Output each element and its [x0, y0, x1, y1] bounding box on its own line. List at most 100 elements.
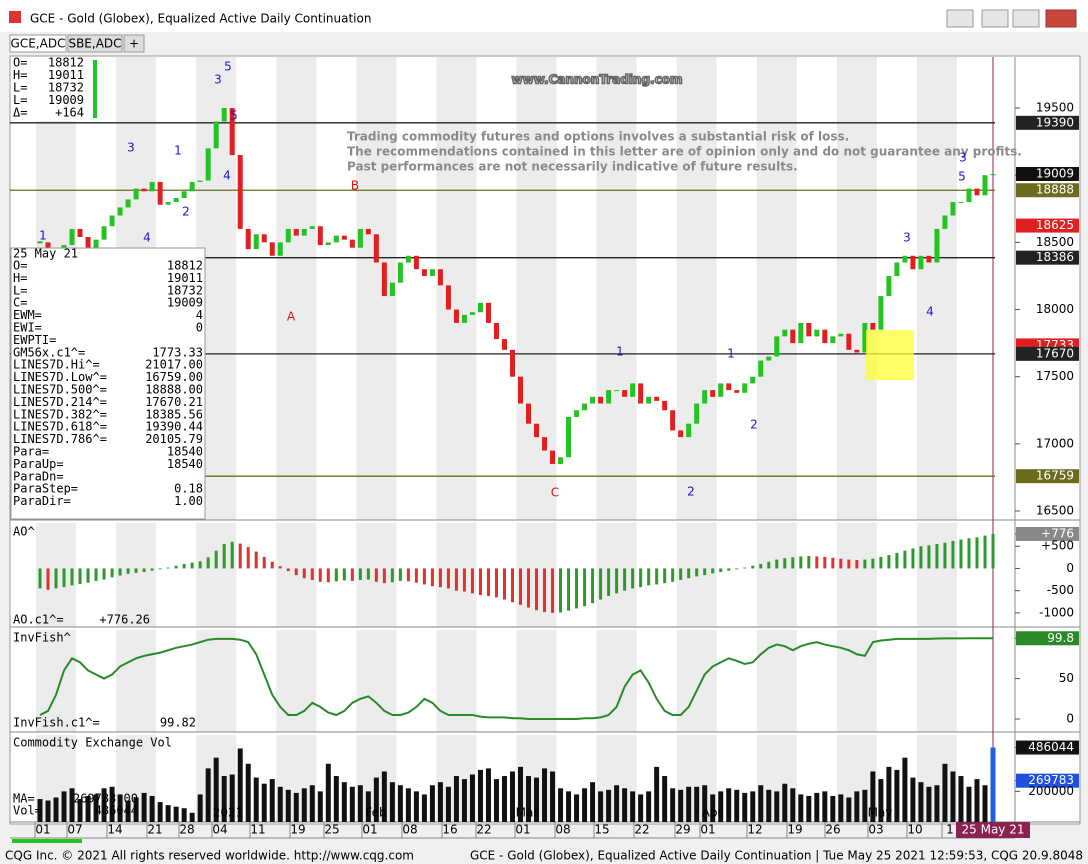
tab-label[interactable]: GCE,ADC: [11, 37, 66, 51]
ao-bar: [54, 568, 58, 589]
candle: [373, 234, 379, 263]
volume-bar: [910, 777, 916, 822]
ao-bar: [350, 568, 354, 581]
ao-bar: [430, 568, 434, 587]
candle: [269, 242, 275, 256]
ao-bar: [735, 568, 739, 570]
candle: [101, 226, 107, 240]
data-label: LINES7D.618^=: [13, 420, 107, 434]
volume-bar: [341, 782, 347, 822]
ao-bar: [967, 538, 971, 569]
value-box: [1016, 773, 1079, 788]
volume-bar: [702, 785, 708, 822]
data-value: 4: [196, 308, 203, 322]
volume-bar: [950, 771, 956, 822]
ao-bar: [903, 550, 907, 569]
week-stripe: [516, 57, 557, 520]
candle: [189, 181, 195, 192]
week-stripe: [916, 57, 957, 520]
volume-bar: [966, 786, 972, 822]
volume-bar: [606, 789, 612, 822]
title-bar: [0, 0, 1088, 32]
ao-bar: [406, 568, 410, 582]
ao-bar: [615, 568, 619, 594]
ao-bar: [158, 568, 162, 570]
ao-bar: [286, 568, 290, 572]
tab-label[interactable]: +: [129, 37, 139, 51]
data-label: LINES7D.Low^=: [13, 370, 107, 384]
week-stripe: [196, 523, 237, 627]
ao-bar: [478, 568, 482, 596]
ao-bar: [551, 568, 555, 613]
tab-label[interactable]: SBE,ADC: [68, 37, 121, 51]
volume-bar: [301, 788, 307, 822]
quote-label: Δ=: [13, 106, 27, 120]
ao-bar: [150, 568, 154, 571]
y-tick-label: 0: [1066, 561, 1074, 575]
candle: [85, 236, 91, 250]
link-button[interactable]: [946, 9, 974, 28]
panel-title: AO^: [13, 525, 35, 539]
volume-bar: [654, 766, 660, 822]
wave-label: 3: [214, 73, 222, 87]
minimize-button[interactable]: [981, 9, 1009, 28]
candle: [469, 312, 475, 315]
volume-bar: [662, 776, 668, 822]
maximize-button[interactable]: [1012, 9, 1040, 28]
data-value: 18888.00: [145, 383, 203, 397]
new-tab[interactable]: [123, 34, 145, 53]
data-value: 18812: [167, 259, 203, 273]
candle: [694, 403, 700, 424]
app-icon: [9, 11, 21, 23]
ao-bar: [711, 568, 715, 574]
ao-bar: [919, 546, 923, 569]
x-tick-label: 16: [442, 823, 457, 837]
candle: [942, 215, 948, 229]
wave-label: 3: [903, 231, 911, 245]
candle: [902, 255, 908, 263]
y-tick-label: 17500: [1036, 369, 1074, 383]
data-label: H=: [13, 271, 27, 285]
wave-label: C: [551, 486, 559, 500]
data-window-date: 25 May 21: [13, 247, 78, 261]
week-stripe: [196, 630, 237, 732]
candle: [862, 322, 868, 353]
readout-value: +776.26: [99, 613, 150, 627]
volume-bar: [774, 791, 780, 822]
volume-bar: [453, 776, 459, 822]
ao-bar: [70, 568, 74, 586]
week-stripe: [36, 630, 77, 732]
ao-bar: [759, 564, 763, 569]
candle: [918, 255, 924, 270]
candle: [830, 336, 836, 344]
tab[interactable]: [9, 34, 67, 53]
volume-bar: [485, 768, 491, 822]
invfish-line: [39, 637, 994, 721]
volume-bar: [550, 771, 556, 822]
month-label: May: [868, 806, 893, 820]
ao-bar: [575, 568, 579, 609]
volume-bar: [558, 788, 564, 822]
volume-bar: [830, 795, 836, 822]
volume-bar: [726, 788, 732, 822]
volume-bar: [237, 748, 243, 822]
candle: [325, 242, 331, 246]
week-stripe: [116, 630, 157, 732]
candle: [910, 255, 916, 270]
ao-bar: [959, 539, 963, 569]
wave-label: 5: [958, 170, 966, 184]
tab[interactable]: [67, 34, 123, 53]
volume-bar: [285, 789, 291, 822]
price-box-label: 18625: [1036, 218, 1074, 232]
volume-bar: [293, 792, 299, 822]
ao-bar: [543, 568, 547, 612]
ao-bar: [446, 568, 450, 589]
readout-value: 99.82: [160, 716, 196, 730]
ao-bar: [206, 557, 210, 569]
candle: [141, 188, 147, 192]
wave-label: B: [351, 179, 359, 193]
close-button[interactable]: [1045, 9, 1077, 28]
volume-bar: [806, 795, 812, 822]
footer-left: CQG Inc. © 2021 All rights reserved worl…: [5, 849, 414, 863]
x-tick-label: 11: [250, 823, 265, 837]
